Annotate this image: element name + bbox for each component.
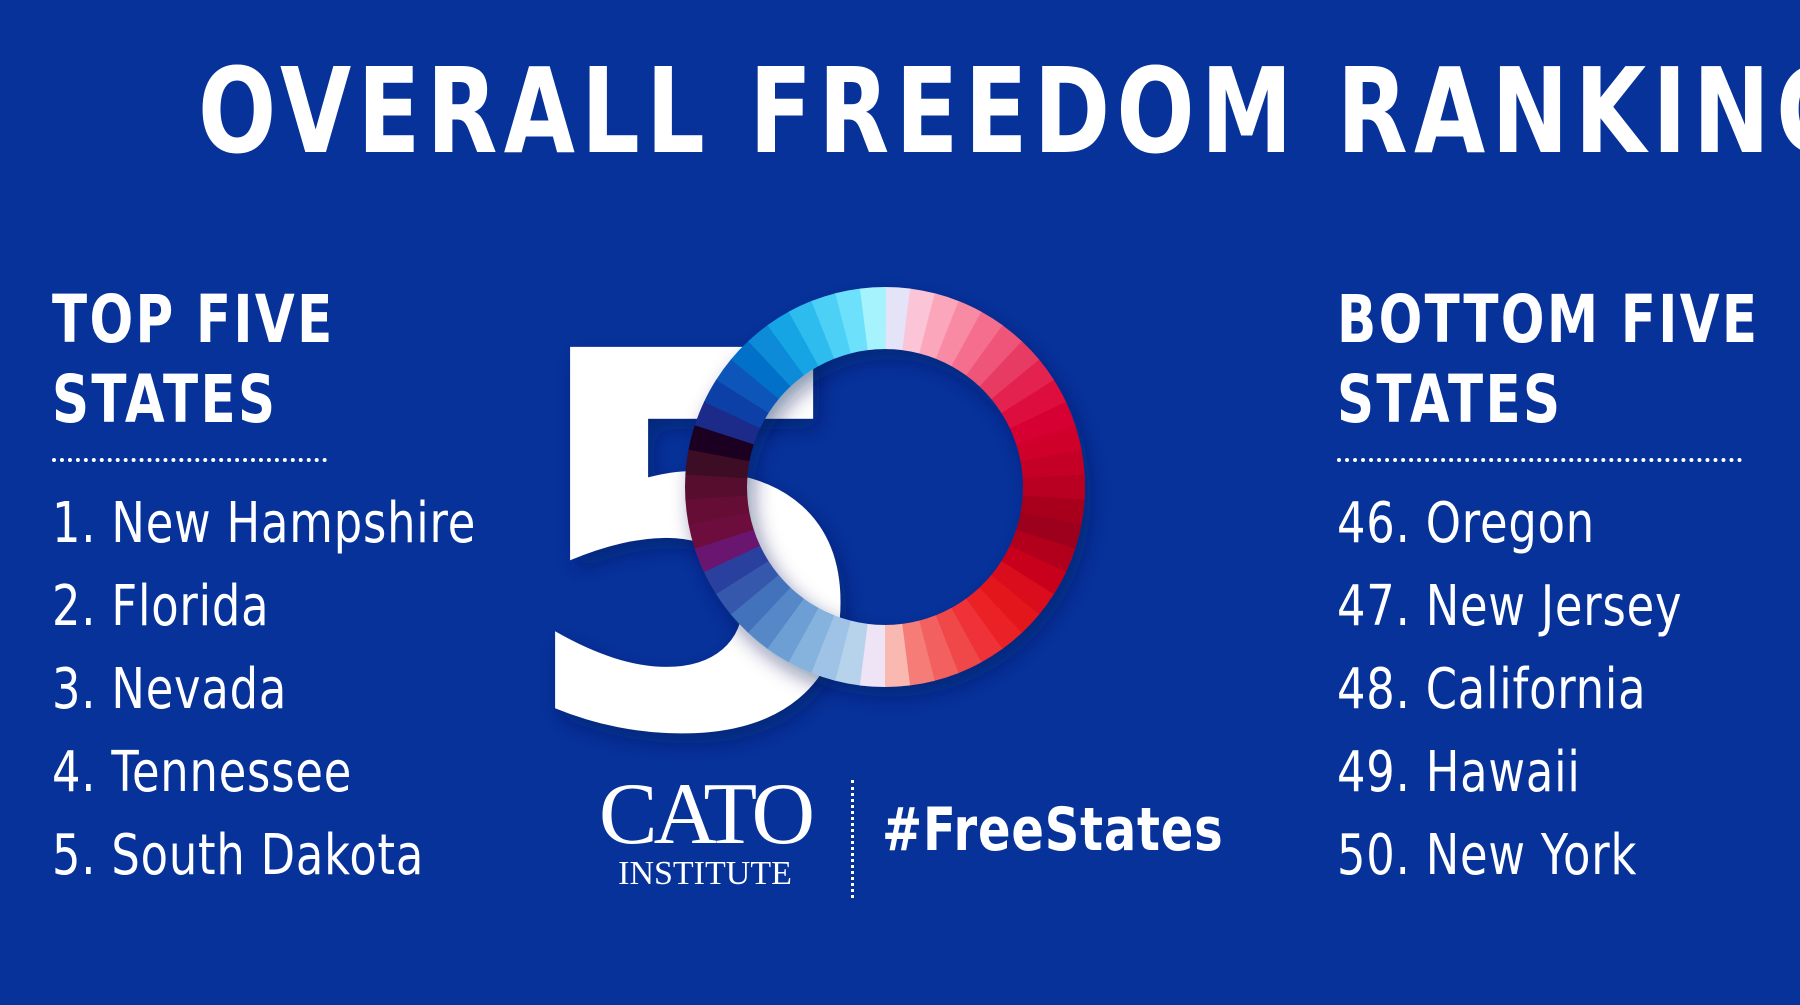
ring-segment [688,512,754,549]
ring-segment [901,620,935,686]
ring-segment [979,574,1040,634]
ring-segment [787,607,835,673]
ring-segment [884,623,911,687]
ring-segment [685,495,750,525]
logo-line1: CATO [598,766,815,863]
ring-segment [810,615,851,681]
ring-segment [694,401,761,445]
ring-segment [979,341,1040,400]
list-item: 48. California [1337,657,1647,722]
ring-segment [950,598,1003,663]
bottom-five-list: 46. Oregon 47. New Jersey 48. California… [1337,482,1767,897]
top-five-heading-line1: TOP FIVE [52,281,335,358]
ring-segment [811,293,852,359]
ring-segment [1016,512,1082,550]
list-item: 1. New Hampshire [52,491,477,556]
ring-segment [715,560,779,615]
list-item: 4. Tennessee [52,740,353,805]
list-item: 5. South Dakota [52,823,425,888]
bottom-five-section: BOTTOM FIVE STATES 46. Oregon 47. New Je… [1337,280,1767,897]
ring-segment [965,587,1022,650]
hashtag: #FreeStates [882,795,1224,865]
ring-segment [730,340,791,400]
ring-segment [835,288,869,354]
ring-segment [935,607,982,674]
ring-segment [859,287,886,351]
ring-segment [748,324,805,387]
ring-segment [990,560,1054,616]
divider [1337,458,1742,462]
ring-segment [704,379,769,429]
ring-segment [1009,529,1076,573]
ring-segment [1001,379,1067,429]
list-item: 50. New York [1337,823,1638,888]
top-five-heading: TOP FIVE STATES [52,280,387,440]
ring-segment [1020,495,1085,526]
ring-segment [919,293,960,359]
list-item: 46. Oregon [1337,491,1595,556]
ring-segment [902,288,936,354]
ring-segment [966,325,1023,387]
top-five-list: 1. New Hampshire 2. Florida 3. Nevada 4.… [52,482,482,897]
ring-segment [1001,545,1066,595]
ring-segment [703,545,769,595]
fifty-graphic: 5 [540,260,1280,760]
ring-segment [935,301,983,367]
ring-segment [767,311,820,376]
ring-segment [747,587,804,649]
ring-segment [788,300,835,367]
ring-segment [1022,474,1085,501]
logo-row: CATO INSTITUTE #FreeStates [590,766,1230,898]
fifty-logo-graphic: 5 [540,260,1085,760]
list-item: 47. New Jersey [1337,574,1683,639]
ring-segment [1009,401,1076,445]
ring-segment [688,424,754,462]
ring-segment [991,359,1055,414]
ring-segment [951,311,1004,376]
list-item: 2. Florida [52,574,270,639]
ring-segment [834,620,868,686]
ring-segment [685,448,750,479]
bottom-five-heading: BOTTOM FIVE STATES [1337,280,1760,440]
list-item: 3. Nevada [52,657,288,722]
ring-segment [716,358,780,414]
bottom-five-heading-line1: BOTTOM FIVE [1337,281,1760,358]
list-item: 49. Hawaii [1337,740,1581,805]
ring-segment [766,598,819,663]
ring-segment [1016,425,1082,462]
ring-segment [685,473,748,500]
cato-institute-logo: CATO INSTITUTE [590,766,820,892]
ring-chart [685,287,1085,687]
top-five-section: TOP FIVE STATES 1. New Hampshire 2. Flor… [52,280,482,897]
ring-segment [918,615,959,681]
ring-segment [730,574,791,633]
page-title: OVERALL FREEDOM RANKING [198,42,1800,180]
ring-segment [694,529,761,573]
top-five-heading-line2: STATES [52,361,278,438]
divider [52,458,327,462]
logo-line2: INSTITUTE [618,855,792,892]
bottom-five-heading-line2: STATES [1337,361,1563,438]
ring-segment [1020,449,1085,479]
logo-divider [851,780,854,898]
